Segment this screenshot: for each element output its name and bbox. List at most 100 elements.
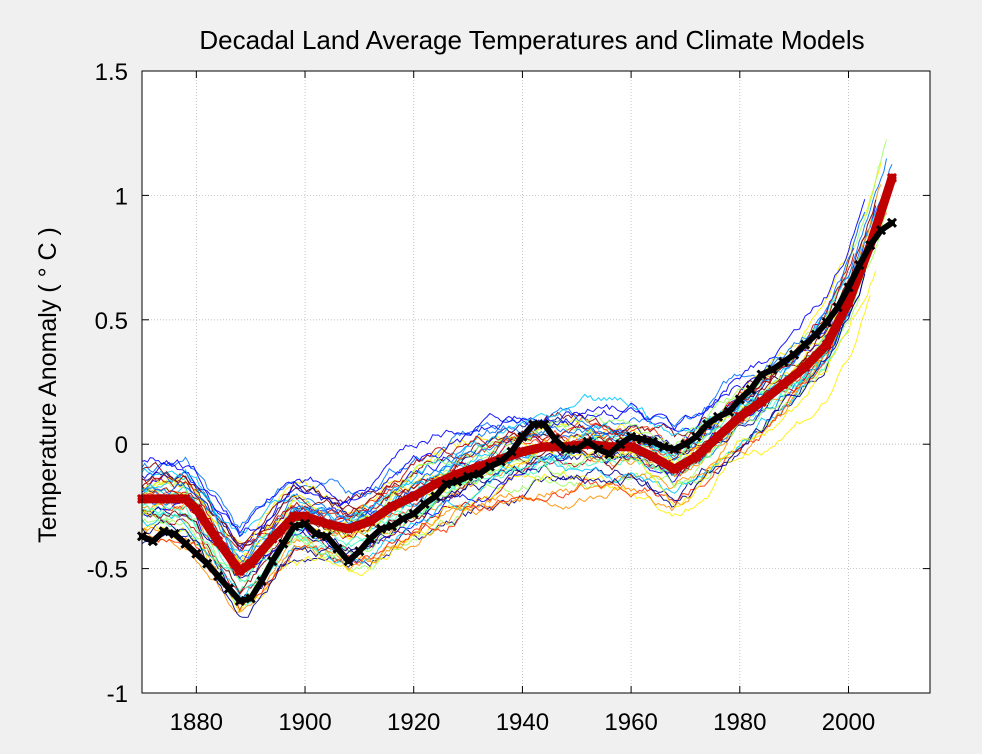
observed-point bbox=[310, 528, 321, 539]
observed-point bbox=[756, 369, 767, 380]
observed-point bbox=[810, 329, 821, 340]
observed-point bbox=[234, 595, 245, 607]
observed-point bbox=[452, 476, 463, 487]
model-mean-point bbox=[299, 511, 311, 522]
model-mean-point bbox=[408, 491, 419, 502]
model-mean-point bbox=[712, 431, 724, 442]
y-tick-label: 0 bbox=[115, 432, 128, 459]
y-tick-label: -1 bbox=[107, 681, 128, 708]
model-mean-point bbox=[647, 451, 658, 462]
observed-point bbox=[441, 478, 452, 490]
observed-point bbox=[669, 444, 680, 455]
y-axis-label: Temperature Anomaly ( ° C ) bbox=[34, 227, 62, 543]
model-mean-point bbox=[886, 172, 898, 184]
observed-point bbox=[528, 419, 539, 430]
observed-point bbox=[832, 302, 843, 313]
observed-point bbox=[354, 546, 365, 557]
observed-point bbox=[397, 513, 408, 524]
plot-area bbox=[142, 71, 930, 693]
observed-point bbox=[169, 528, 180, 539]
observed-point bbox=[419, 498, 430, 509]
y-tick-label: 0.5 bbox=[95, 308, 128, 335]
observed-point bbox=[202, 558, 213, 569]
model-mean-point bbox=[267, 533, 278, 544]
observed-point bbox=[854, 260, 865, 271]
x-tick-label: 1880 bbox=[170, 709, 223, 736]
observed-point bbox=[332, 543, 343, 554]
model-mean-point bbox=[669, 464, 680, 475]
observed-point bbox=[430, 491, 441, 502]
observed-point bbox=[473, 468, 484, 480]
observed-point bbox=[843, 282, 854, 293]
observed-point bbox=[549, 434, 561, 445]
x-tick-label: 1980 bbox=[713, 709, 766, 736]
observed-point bbox=[343, 556, 354, 567]
observed-point bbox=[386, 521, 398, 532]
observed-point bbox=[180, 538, 191, 549]
model-mean-point bbox=[843, 297, 854, 308]
observed-point bbox=[712, 411, 724, 422]
model-mean-point bbox=[158, 493, 169, 504]
x-tick-label: 1940 bbox=[496, 709, 549, 736]
observed-point bbox=[278, 538, 289, 549]
y-tick-label: -0.5 bbox=[87, 557, 128, 584]
observed-point bbox=[376, 523, 387, 534]
observed-point bbox=[245, 593, 256, 604]
series-layer bbox=[136, 172, 898, 607]
model-mean-point bbox=[213, 536, 224, 547]
observed-point bbox=[680, 439, 691, 450]
observed-point bbox=[636, 434, 648, 445]
observed-point bbox=[691, 431, 702, 442]
observed-point bbox=[267, 556, 278, 567]
model-mean-point bbox=[430, 478, 441, 490]
observed-point bbox=[767, 364, 778, 375]
observed-point bbox=[299, 518, 311, 529]
model-mean-point bbox=[365, 516, 376, 527]
observed-point bbox=[658, 441, 669, 452]
axis-ticks: 1880 1900 1920 1940 1960 1980 2000 1.5 1 0.5 0 -0.5… bbox=[87, 59, 930, 736]
observed-point bbox=[799, 339, 811, 350]
model-run-line bbox=[141, 199, 866, 538]
model-mean-point bbox=[343, 523, 354, 534]
observed-point bbox=[886, 217, 898, 228]
observed-point bbox=[495, 456, 506, 467]
model-mean-point bbox=[452, 468, 463, 480]
observed-point bbox=[321, 531, 332, 542]
observed-point bbox=[256, 575, 267, 587]
observed-line bbox=[139, 219, 895, 604]
model-run-line bbox=[141, 297, 849, 612]
model-mean-point bbox=[626, 441, 637, 452]
observed-point bbox=[560, 444, 571, 455]
model-mean-point bbox=[289, 511, 300, 522]
observed-point bbox=[213, 571, 224, 582]
observed-point bbox=[821, 317, 832, 328]
observed-point bbox=[593, 444, 604, 455]
observed-point bbox=[484, 461, 495, 472]
observed-point bbox=[147, 536, 158, 547]
model-mean-point bbox=[321, 518, 332, 529]
observed-point bbox=[723, 406, 734, 417]
observed-point bbox=[702, 419, 713, 430]
y-tick-label: 1 bbox=[115, 183, 128, 210]
observed-point bbox=[778, 357, 789, 368]
observed-point bbox=[745, 384, 756, 395]
observed-point bbox=[647, 436, 658, 447]
observed-point bbox=[582, 436, 593, 447]
x-tick-label: 1900 bbox=[278, 709, 331, 736]
observed-point bbox=[615, 439, 626, 450]
model-mean-point bbox=[778, 379, 789, 390]
observed-point bbox=[289, 521, 300, 532]
model-mean-point bbox=[245, 558, 256, 569]
model-mean-point bbox=[191, 503, 202, 514]
observed-point bbox=[517, 431, 528, 442]
model-mean-point bbox=[539, 441, 550, 452]
observed-point bbox=[158, 526, 169, 537]
model-mean-point bbox=[691, 451, 702, 462]
chart-title: Decadal Land Average Temperatures and Cl… bbox=[199, 25, 864, 55]
observed-point bbox=[408, 508, 419, 519]
observed-point bbox=[789, 349, 800, 360]
observed-point bbox=[865, 240, 876, 251]
observed-point bbox=[571, 444, 582, 455]
observed-point bbox=[365, 533, 376, 544]
